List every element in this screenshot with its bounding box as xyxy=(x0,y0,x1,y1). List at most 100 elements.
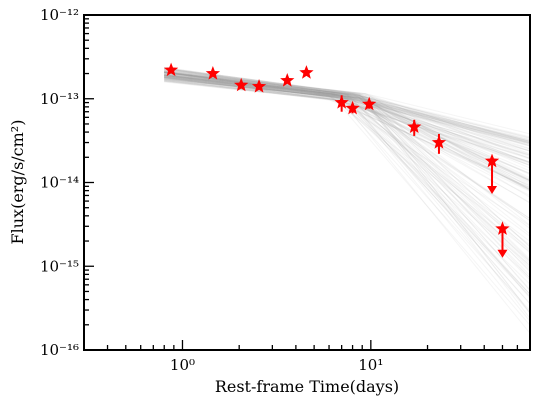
model-sample-line xyxy=(164,75,530,220)
y-tick-label: 10⁻¹² xyxy=(40,6,79,24)
model-sample-line xyxy=(164,77,530,146)
model-sample-line xyxy=(164,68,530,149)
model-sample-line xyxy=(164,78,530,311)
model-sample-line xyxy=(164,70,530,182)
model-sample-line xyxy=(164,76,530,147)
data-point-star xyxy=(234,77,249,92)
data-point-star xyxy=(280,73,295,87)
model-sample-line xyxy=(164,72,530,144)
plot-frame xyxy=(83,14,531,351)
model-sample-line xyxy=(164,74,530,304)
model-sample-line xyxy=(164,74,530,319)
data-point-star xyxy=(205,66,221,80)
model-sample-line xyxy=(164,77,530,220)
model-sample-line xyxy=(164,79,530,182)
y-tick-label: 10⁻¹⁵ xyxy=(40,257,79,275)
model-sample-line xyxy=(164,71,530,190)
model-sample-line xyxy=(164,71,530,163)
model-sample-line xyxy=(164,76,530,163)
model-sample-line xyxy=(164,77,530,164)
model-sample-line xyxy=(164,78,530,192)
model-sample-line xyxy=(164,74,530,254)
model-sample-line xyxy=(164,73,530,269)
model-sample-line xyxy=(164,78,530,191)
x-tick-label: 10⁰ xyxy=(170,356,195,374)
model-sample-line xyxy=(164,76,530,142)
model-sample-line xyxy=(164,71,530,189)
model-sample-line xyxy=(164,76,530,276)
model-sample-line xyxy=(164,76,530,222)
model-sample-line xyxy=(164,73,530,174)
model-sample-line xyxy=(164,67,530,188)
model-sample-line xyxy=(164,78,530,266)
model-sample-line xyxy=(164,71,530,190)
model-sample-line xyxy=(164,74,530,142)
data-point-star xyxy=(407,119,422,134)
model-sample-line xyxy=(164,73,530,180)
model-sample-line xyxy=(164,78,530,150)
model-sample-line xyxy=(164,74,530,147)
model-sample-line xyxy=(164,71,530,164)
model-sample-line xyxy=(164,77,530,253)
model-sample-line xyxy=(164,80,530,166)
model-sample-line xyxy=(164,72,530,144)
model-sample-line xyxy=(164,81,530,159)
model-sample-line xyxy=(164,70,530,152)
model-sample-line xyxy=(164,69,530,192)
model-sample-line xyxy=(164,77,530,204)
model-sample-line xyxy=(164,76,530,144)
model-sample-line xyxy=(164,73,530,183)
model-sample-line xyxy=(164,75,530,176)
model-sample-line xyxy=(164,72,530,285)
model-sample-line xyxy=(164,74,530,263)
model-sample-line xyxy=(164,75,530,164)
model-sample-line xyxy=(164,79,530,144)
model-sample-line xyxy=(164,68,530,152)
model-sample-line xyxy=(164,71,530,262)
model-sample-line xyxy=(164,76,530,295)
model-sample-line xyxy=(164,70,530,143)
x-axis-label: Rest-frame Time(days) xyxy=(215,377,399,396)
x-tick-label: 10¹ xyxy=(358,356,383,374)
data-point-star xyxy=(163,62,179,77)
model-sample-line xyxy=(164,71,530,314)
y-tick-label: 10⁻¹⁶ xyxy=(40,341,79,359)
model-sample-line xyxy=(164,73,530,141)
model-sample-line xyxy=(164,76,530,235)
model-sample-line xyxy=(164,69,530,305)
model-sample-line xyxy=(164,70,530,248)
model-sample-line xyxy=(164,75,530,271)
model-sample-line xyxy=(164,75,530,141)
data-point-star xyxy=(251,79,267,93)
model-sample-line xyxy=(164,74,530,147)
model-sample-line xyxy=(164,67,530,248)
model-sample-line xyxy=(164,71,530,139)
model-sample-line xyxy=(164,80,530,163)
model-sample-line xyxy=(164,75,530,169)
model-sample-line xyxy=(164,68,530,281)
model-sample-line xyxy=(164,76,530,156)
model-sample-line xyxy=(164,70,530,181)
model-sample-line xyxy=(164,68,530,291)
model-sample-line xyxy=(164,69,530,142)
data-point-star xyxy=(345,100,360,115)
model-sample-line xyxy=(164,75,530,166)
model-sample-line xyxy=(164,75,530,182)
model-sample-line xyxy=(164,71,530,143)
model-sample-line xyxy=(164,74,530,326)
model-sample-line xyxy=(164,74,530,140)
model-sample-line xyxy=(164,76,530,145)
model-sample-line xyxy=(164,73,530,191)
model-sample-line xyxy=(164,71,530,260)
model-sample-line xyxy=(164,71,530,182)
model-sample-line xyxy=(164,71,530,135)
upper-limit-arrowhead xyxy=(487,185,498,194)
model-sample-line xyxy=(164,70,530,250)
model-sample-line xyxy=(164,71,530,295)
model-sample-line xyxy=(164,71,530,141)
upper-limit-arrowhead xyxy=(497,249,508,258)
data-point-star xyxy=(299,65,314,79)
model-sample-line xyxy=(164,71,530,179)
upper-limit-star xyxy=(495,221,510,235)
